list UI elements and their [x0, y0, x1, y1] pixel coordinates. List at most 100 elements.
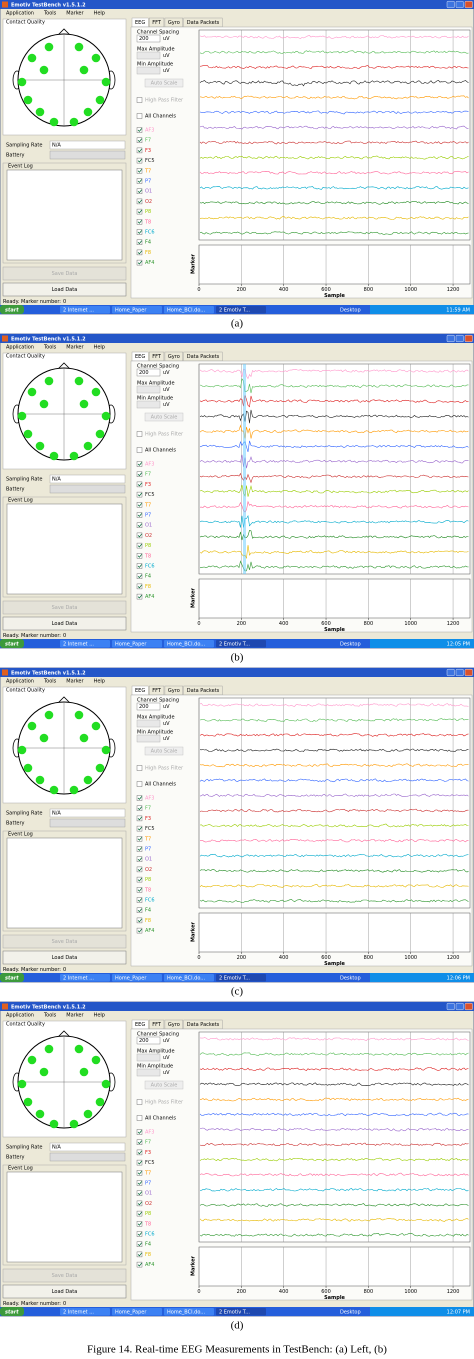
- channel-checkbox[interactable]: [136, 795, 143, 801]
- checkbox[interactable]: [136, 1099, 143, 1105]
- window-control[interactable]: [455, 335, 464, 342]
- channel-checkbox[interactable]: [136, 178, 143, 184]
- start-button[interactable]: [0, 1307, 24, 1316]
- channel-checkbox[interactable]: [136, 1241, 143, 1247]
- menu-item[interactable]: Marker: [66, 11, 84, 17]
- taskbar-item[interactable]: [216, 974, 266, 982]
- spin-box[interactable]: [136, 1036, 161, 1045]
- channel-checkbox[interactable]: [136, 168, 143, 174]
- tab[interactable]: Gyro: [168, 1022, 180, 1028]
- window-control[interactable]: [446, 1, 455, 8]
- channel-checkbox[interactable]: [136, 887, 143, 893]
- tab[interactable]: Gyro: [168, 688, 180, 694]
- channel-checkbox[interactable]: [136, 815, 143, 822]
- taskbar-item[interactable]: [112, 306, 162, 314]
- channel-checkbox[interactable]: [136, 836, 143, 842]
- channel-checkbox[interactable]: [136, 1251, 143, 1258]
- channel-checkbox[interactable]: [136, 461, 143, 467]
- menu-item[interactable]: Tools: [43, 679, 57, 685]
- channel-checkbox[interactable]: [136, 198, 143, 205]
- checkbox[interactable]: [136, 781, 143, 787]
- channel-checkbox[interactable]: [136, 249, 143, 256]
- button[interactable]: [2, 282, 127, 297]
- channel-checkbox[interactable]: [136, 1180, 143, 1186]
- button[interactable]: [144, 746, 184, 756]
- tab[interactable]: Data Packets: [187, 20, 220, 26]
- button[interactable]: [2, 600, 127, 615]
- channel-checkbox[interactable]: [136, 1149, 143, 1156]
- button[interactable]: [2, 934, 127, 949]
- checkbox[interactable]: [136, 431, 143, 437]
- channel-checkbox[interactable]: [136, 1210, 143, 1217]
- taskbar-item[interactable]: [216, 306, 266, 314]
- checkbox[interactable]: [136, 97, 143, 103]
- channel-checkbox[interactable]: [136, 1129, 143, 1135]
- taskbar-item[interactable]: [60, 1308, 110, 1316]
- window-control[interactable]: [464, 1003, 473, 1010]
- menu-item[interactable]: Marker: [66, 1013, 84, 1019]
- taskbar-item[interactable]: [164, 1308, 214, 1316]
- button[interactable]: [144, 78, 184, 88]
- menu-item[interactable]: Application: [6, 11, 34, 17]
- spin-box[interactable]: [136, 34, 161, 43]
- spin-box[interactable]: [136, 702, 161, 711]
- channel-checkbox[interactable]: [136, 157, 143, 164]
- window-control[interactable]: [446, 1003, 455, 1010]
- channel-checkbox[interactable]: [136, 188, 143, 194]
- tab[interactable]: EEG: [135, 354, 145, 360]
- menu-item[interactable]: Application: [6, 345, 34, 351]
- menu-item[interactable]: Help: [94, 345, 105, 351]
- tab[interactable]: Gyro: [168, 354, 180, 360]
- menu-item[interactable]: Tools: [43, 1013, 57, 1019]
- menu-item[interactable]: Tools: [43, 11, 57, 17]
- window-control[interactable]: [455, 1003, 464, 1010]
- channel-checkbox[interactable]: [136, 481, 143, 488]
- channel-checkbox[interactable]: [136, 522, 143, 528]
- tab[interactable]: FFT: [152, 1022, 162, 1028]
- channel-checkbox[interactable]: [136, 502, 143, 508]
- menu-item[interactable]: Marker: [66, 679, 84, 685]
- channel-checkbox[interactable]: [136, 1261, 143, 1268]
- tab[interactable]: Data Packets: [187, 354, 220, 360]
- tab[interactable]: EEG: [135, 20, 145, 26]
- channel-checkbox[interactable]: [136, 553, 143, 559]
- channel-checkbox[interactable]: [136, 573, 143, 579]
- channel-checkbox[interactable]: [136, 1170, 143, 1176]
- menu-item[interactable]: Application: [6, 679, 34, 685]
- taskbar-item[interactable]: [164, 306, 214, 314]
- taskbar-item[interactable]: [112, 974, 162, 982]
- taskbar-item[interactable]: [60, 974, 110, 982]
- window-control[interactable]: [446, 335, 455, 342]
- channel-checkbox[interactable]: [136, 563, 143, 569]
- tab[interactable]: EEG: [135, 1022, 145, 1028]
- menu-item[interactable]: Help: [94, 11, 105, 17]
- taskbar-item[interactable]: [60, 306, 110, 314]
- channel-checkbox[interactable]: [136, 127, 143, 133]
- checkbox[interactable]: [136, 447, 143, 453]
- channel-checkbox[interactable]: [136, 1231, 143, 1237]
- taskbar-item[interactable]: [164, 974, 214, 982]
- channel-checkbox[interactable]: [136, 876, 143, 883]
- channel-checkbox[interactable]: [136, 1221, 143, 1227]
- tab[interactable]: FFT: [152, 354, 162, 360]
- checkbox[interactable]: [136, 1115, 143, 1121]
- channel-checkbox[interactable]: [136, 239, 143, 245]
- channel-checkbox[interactable]: [136, 1159, 143, 1166]
- channel-checkbox[interactable]: [136, 229, 143, 235]
- window-control[interactable]: [446, 669, 455, 676]
- spin-box[interactable]: [136, 368, 161, 377]
- channel-checkbox[interactable]: [136, 1190, 143, 1196]
- button[interactable]: [144, 412, 184, 422]
- window-control[interactable]: [464, 335, 473, 342]
- window-control[interactable]: [455, 1, 464, 8]
- channel-checkbox[interactable]: [136, 137, 143, 143]
- channel-checkbox[interactable]: [136, 856, 143, 862]
- channel-checkbox[interactable]: [136, 583, 143, 590]
- start-button[interactable]: [0, 973, 24, 982]
- channel-checkbox[interactable]: [136, 805, 143, 811]
- tab[interactable]: Data Packets: [187, 688, 220, 694]
- channel-checkbox[interactable]: [136, 208, 143, 215]
- channel-checkbox[interactable]: [136, 846, 143, 852]
- checkbox[interactable]: [136, 765, 143, 771]
- window-control[interactable]: [464, 669, 473, 676]
